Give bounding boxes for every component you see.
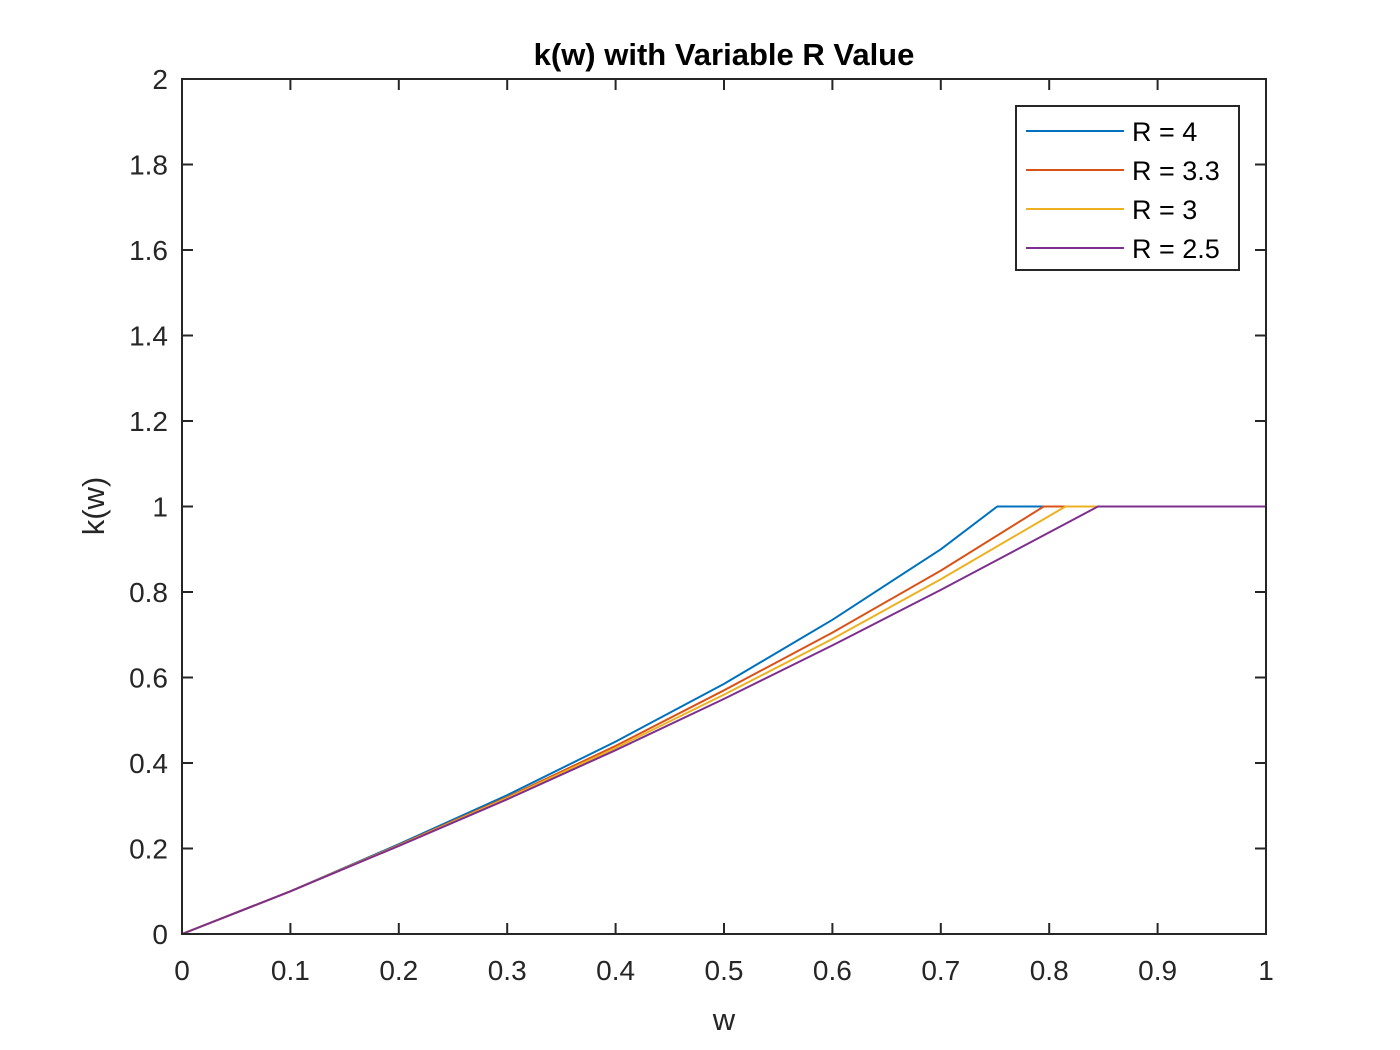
legend-entries: R = 4 R = 3.3 R = 3 R = 2.5 [1026, 117, 1220, 264]
legend-label: R = 2.5 [1132, 234, 1220, 264]
y-tick-label: 0.8 [129, 577, 168, 608]
y-tick-label: 1.8 [129, 150, 168, 181]
x-tick-label: 0.5 [705, 955, 744, 986]
y-tick-label: 1.2 [129, 406, 168, 437]
x-ticks: 0 0.1 0.2 0.3 0.4 0.5 0.6 0.7 0.8 0.9 1 [174, 79, 1274, 986]
legend: R = 4 R = 3.3 R = 3 R = 2.5 [1015, 105, 1240, 271]
x-tick-label: 0.2 [379, 955, 418, 986]
chart-title: k(w) with Variable R Value [534, 37, 915, 72]
y-tick-label: 0.6 [129, 663, 168, 694]
series-lines [181, 505, 1266, 935]
y-tick-label: 0.4 [129, 748, 168, 779]
legend-box [1015, 105, 1240, 271]
legend-label: R = 4 [1132, 117, 1197, 147]
axes-box [181, 78, 1267, 935]
x-tick-label: 0.7 [921, 955, 960, 986]
x-tick-label: 0 [174, 955, 190, 986]
x-tick-label: 1 [1258, 955, 1274, 986]
y-axis-label: k(w) [76, 477, 111, 536]
x-tick-label: 0.9 [1138, 955, 1177, 986]
x-tick-label: 0.6 [813, 955, 852, 986]
x-tick-label: 0.1 [271, 955, 310, 986]
y-tick-label: 2 [152, 64, 168, 95]
x-tick-label: 0.3 [488, 955, 527, 986]
x-tick-label: 0.8 [1030, 955, 1069, 986]
legend-label: R = 3.3 [1132, 156, 1220, 186]
y-tick-label: 0 [152, 919, 168, 950]
x-tick-label: 0.4 [596, 955, 635, 986]
series-line-r-2-5 [181, 505, 1266, 935]
y-tick-label: 1.6 [129, 235, 168, 266]
legend-label: R = 3 [1132, 195, 1197, 225]
y-tick-label: 1.4 [129, 321, 168, 352]
y-tick-label: 0.2 [129, 834, 168, 865]
x-axis-label: w [712, 1002, 736, 1037]
y-tick-label: 1 [152, 492, 168, 523]
y-ticks: 0 0.2 0.4 0.6 0.8 1 1.2 1.4 1.6 1.8 2 [129, 64, 1266, 950]
